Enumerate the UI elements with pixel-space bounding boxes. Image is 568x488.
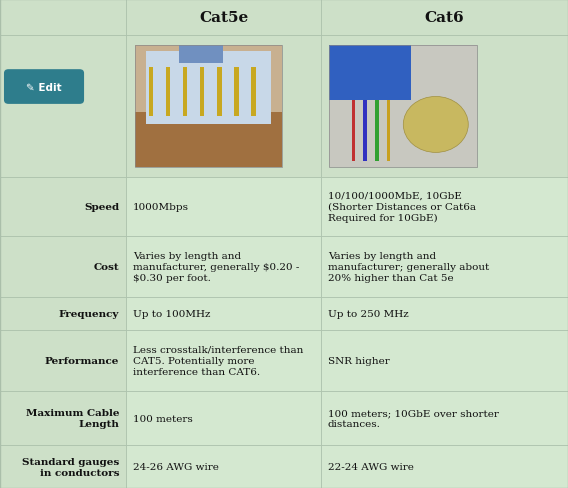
Bar: [364, 101, 367, 162]
FancyBboxPatch shape: [4, 70, 84, 104]
Text: 10/100/1000MbE, 10GbE
(Shorter Distances or Cat6a
Required for 10GbE): 10/100/1000MbE, 10GbE (Shorter Distances…: [328, 191, 476, 223]
Text: SNR higher: SNR higher: [328, 356, 390, 365]
Bar: [375, 101, 379, 162]
Bar: [0, 446, 126, 488]
Bar: [126, 236, 321, 297]
Bar: [0, 0, 126, 36]
Bar: [321, 297, 568, 330]
Bar: [0, 391, 126, 446]
Text: 100 meters; 10GbE over shorter
distances.: 100 meters; 10GbE over shorter distances…: [328, 408, 499, 428]
Text: ✎ Edit: ✎ Edit: [26, 82, 62, 92]
Bar: [179, 46, 223, 64]
Bar: [387, 101, 390, 162]
Bar: [321, 330, 568, 391]
Bar: [0, 178, 126, 236]
Text: Cat6: Cat6: [425, 11, 464, 25]
Bar: [321, 236, 568, 297]
Bar: [126, 0, 321, 36]
Bar: [126, 178, 321, 236]
Text: Speed: Speed: [84, 203, 119, 211]
Bar: [321, 0, 568, 36]
Bar: [0, 297, 126, 330]
Bar: [321, 446, 568, 488]
Bar: [234, 68, 239, 117]
Text: Performance: Performance: [45, 356, 119, 365]
Bar: [329, 46, 477, 168]
Text: 1000Mbps: 1000Mbps: [133, 203, 189, 211]
Bar: [126, 446, 321, 488]
Bar: [126, 330, 321, 391]
Text: Standard gauges
in conductors: Standard gauges in conductors: [22, 457, 119, 477]
Text: Up to 100MHz: Up to 100MHz: [133, 309, 210, 318]
Bar: [166, 68, 170, 117]
Bar: [0, 330, 126, 391]
Bar: [126, 297, 321, 330]
Text: 22-24 AWG wire: 22-24 AWG wire: [328, 462, 414, 471]
Text: Cat5e: Cat5e: [199, 11, 248, 25]
Bar: [0, 236, 126, 297]
Bar: [146, 52, 271, 125]
Bar: [329, 46, 477, 168]
Text: Less crosstalk/interference than
CAT5. Potentially more
interference than CAT6.: Less crosstalk/interference than CAT5. P…: [133, 345, 303, 376]
Bar: [321, 391, 568, 446]
Text: Cost: Cost: [94, 262, 119, 271]
Text: 24-26 AWG wire: 24-26 AWG wire: [133, 462, 219, 471]
Text: Maximum Cable
Length: Maximum Cable Length: [26, 408, 119, 428]
Bar: [329, 46, 411, 101]
Bar: [217, 68, 222, 117]
Circle shape: [403, 97, 468, 153]
Bar: [352, 101, 355, 162]
Text: Up to 250 MHz: Up to 250 MHz: [328, 309, 408, 318]
Bar: [135, 113, 282, 168]
Bar: [321, 178, 568, 236]
Bar: [183, 68, 187, 117]
Text: Varies by length and
manufacturer; generally about
20% higher than Cat 5e: Varies by length and manufacturer; gener…: [328, 251, 489, 283]
Bar: [321, 36, 568, 178]
Bar: [149, 68, 153, 117]
Bar: [251, 68, 256, 117]
Text: Frequency: Frequency: [59, 309, 119, 318]
Bar: [126, 391, 321, 446]
Text: Varies by length and
manufacturer, generally $0.20 -
$0.30 per foot.: Varies by length and manufacturer, gener…: [133, 251, 299, 283]
Bar: [135, 46, 282, 168]
Bar: [135, 46, 282, 168]
Bar: [126, 36, 321, 178]
Bar: [200, 68, 204, 117]
Text: 100 meters: 100 meters: [133, 414, 193, 423]
Bar: [0, 36, 126, 178]
